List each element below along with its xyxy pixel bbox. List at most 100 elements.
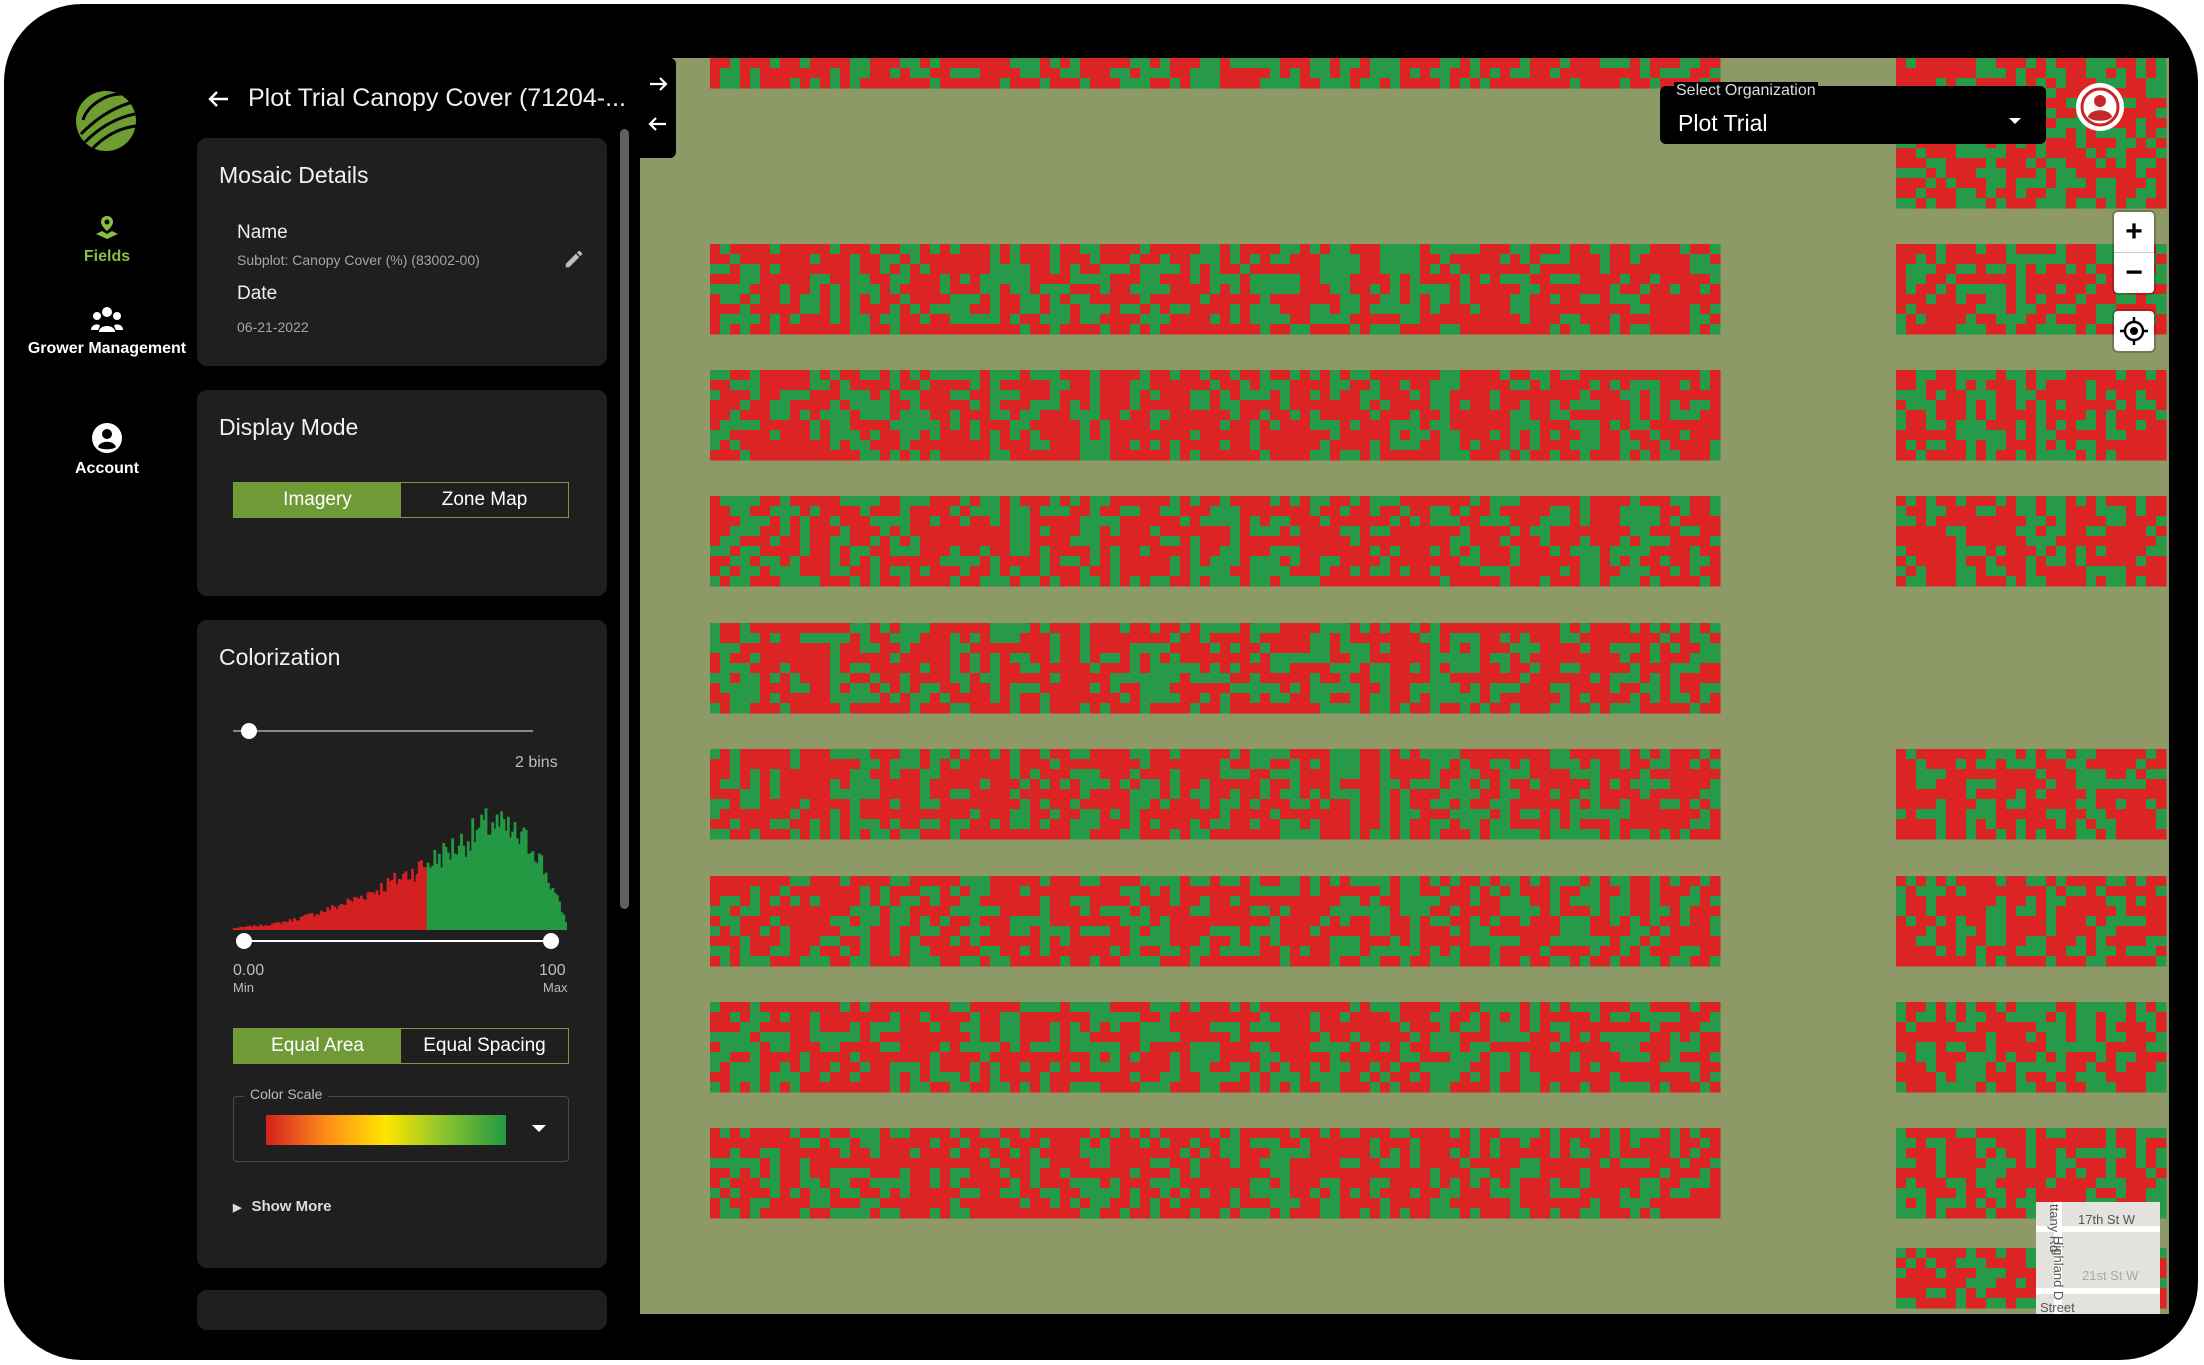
plot-row [710, 876, 1721, 967]
nav-item-grower-management[interactable]: Grower Management [24, 304, 190, 360]
organization-value: Plot Trial [1678, 110, 1768, 136]
histogram-bar [457, 845, 461, 930]
histogram-bar [284, 921, 288, 930]
histogram-bar [359, 895, 363, 930]
histogram-bar [324, 911, 328, 930]
plot-row [1896, 876, 2167, 967]
spacing-toggle: Equal Area Equal Spacing [233, 1028, 569, 1064]
crosshair-icon [2120, 317, 2148, 345]
histogram-bar [518, 844, 521, 930]
edit-pencil-icon[interactable] [563, 248, 585, 270]
zoom-out-button[interactable]: − [2114, 252, 2154, 293]
bins-slider-thumb[interactable] [241, 723, 257, 739]
range-min-thumb[interactable] [236, 933, 252, 949]
histogram-bar [515, 838, 519, 930]
arrow-left-icon[interactable] [644, 110, 672, 138]
show-more-button[interactable]: ▶ Show More [233, 1198, 331, 1215]
histogram-bar [469, 850, 472, 930]
histogram-bar [404, 871, 408, 930]
bins-slider-track[interactable] [233, 730, 533, 732]
histogram-bar [424, 867, 428, 930]
nav-item-fields[interactable]: Fields [24, 212, 190, 268]
histogram-bar [257, 926, 261, 930]
histogram-bar [244, 926, 247, 930]
plot-map [640, 58, 2169, 1314]
histogram-bar [315, 914, 319, 930]
fields-icon [96, 216, 118, 239]
histogram-bar [351, 901, 354, 930]
locate-button[interactable] [2114, 311, 2154, 351]
histogram-bar [553, 892, 557, 930]
max-value: 100 [539, 962, 566, 979]
histogram-bar [480, 814, 484, 930]
histogram-bar [328, 910, 332, 930]
range-slider-track[interactable] [243, 940, 545, 942]
minimap[interactable]: 17th St W Highland D ttany Rd 21st St W … [2036, 1202, 2160, 1314]
histogram-bar [431, 865, 435, 930]
zone-map-option[interactable]: Zone Map [441, 489, 528, 510]
histogram-bar [491, 822, 495, 930]
plot-row [1896, 244, 2167, 335]
histogram-bar [511, 831, 515, 930]
back-arrow-icon[interactable] [204, 84, 234, 114]
histogram-bar [406, 879, 410, 930]
histogram-bar [524, 830, 528, 930]
histogram-bar [297, 920, 301, 930]
histogram-bar [373, 893, 377, 930]
histogram-bar [489, 834, 492, 930]
histogram-bar [384, 891, 388, 930]
organization-select[interactable]: Select Organization Plot Trial [1660, 82, 2046, 144]
nav-label-account: Account [75, 460, 139, 477]
date-label: Date [237, 283, 278, 304]
histogram-bar [286, 922, 290, 930]
histogram-bar [471, 818, 475, 930]
equal-spacing-option[interactable]: Equal Spacing [423, 1035, 546, 1056]
zoom-in-button[interactable]: + [2125, 215, 2143, 248]
device-frame: Fields Grower Management Account [4, 4, 2198, 1360]
histogram-bar [422, 867, 426, 930]
histogram-bar [493, 828, 497, 930]
histogram-bar [313, 916, 317, 930]
histogram-bar [293, 918, 296, 930]
histogram-bar [246, 926, 250, 930]
plot-row [1896, 370, 2167, 461]
mosaic-details-card: Mosaic Details Name Subplot: Canopy Cove… [197, 138, 607, 366]
histogram-bar [453, 853, 457, 930]
user-avatar-icon[interactable] [2075, 82, 2125, 132]
histogram-bar [344, 905, 348, 930]
range-max-thumb[interactable] [543, 933, 559, 949]
histogram-bar [253, 925, 256, 930]
histogram-bar [413, 881, 417, 930]
histogram-bar [417, 861, 421, 930]
histogram-bar [322, 911, 325, 930]
minimap-road [2036, 1288, 2160, 1294]
histogram-bar [264, 925, 268, 930]
histogram-bar [440, 867, 443, 930]
map-view[interactable]: Select Organization Plot Trial + − [640, 58, 2169, 1314]
next-card [197, 1290, 607, 1330]
histogram-bar [500, 811, 504, 930]
imagery-option[interactable]: Imagery [234, 483, 401, 517]
min-value: 0.00 [233, 962, 265, 979]
histogram-bar [393, 872, 397, 930]
colorization-card: Colorization 2 bins 0.00 Min 100 Max Equ… [197, 620, 607, 1268]
histogram-bar [302, 916, 305, 930]
arrow-right-icon[interactable] [644, 70, 672, 98]
histogram-bar [275, 922, 279, 930]
nav-item-account[interactable]: Account [24, 422, 190, 480]
histogram-bar [560, 912, 564, 930]
histogram-bar [482, 819, 486, 930]
histogram-bar [248, 925, 252, 930]
color-scale-select[interactable]: Color Scale [233, 1086, 569, 1162]
histogram-bar [391, 879, 394, 930]
histogram-bar [529, 853, 532, 930]
histogram-bar [306, 914, 310, 930]
minimap-label: Street [2040, 1300, 2075, 1314]
panel-scrollbar[interactable] [620, 129, 629, 909]
histogram-bar [415, 874, 419, 930]
histogram-bar [273, 922, 276, 930]
equal-area-option[interactable]: Equal Area [234, 1029, 401, 1063]
minimap-label: ttany Rd [2047, 1204, 2062, 1253]
histogram-bar [326, 907, 330, 930]
histogram-bar [304, 914, 308, 930]
